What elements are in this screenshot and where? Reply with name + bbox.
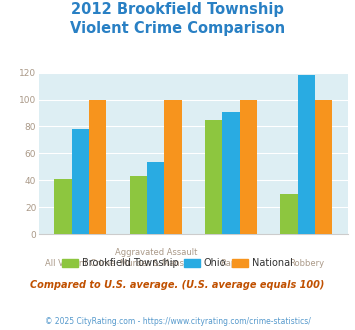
Bar xyxy=(315,100,332,234)
Text: Aggravated Assault: Aggravated Assault xyxy=(115,248,197,257)
Text: Robbery: Robbery xyxy=(289,259,324,268)
Bar xyxy=(130,176,147,234)
Bar xyxy=(205,120,223,234)
Bar xyxy=(240,100,257,234)
Bar xyxy=(223,112,240,234)
Bar xyxy=(147,161,164,234)
Bar xyxy=(164,100,182,234)
Bar xyxy=(89,100,106,234)
Bar xyxy=(72,129,89,234)
Text: All Violent Crime: All Violent Crime xyxy=(45,259,116,268)
Text: Compared to U.S. average. (U.S. average equals 100): Compared to U.S. average. (U.S. average … xyxy=(30,280,325,290)
Text: 2012 Brookfield Township: 2012 Brookfield Township xyxy=(71,2,284,16)
Bar xyxy=(298,75,315,234)
Text: © 2025 CityRating.com - https://www.cityrating.com/crime-statistics/: © 2025 CityRating.com - https://www.city… xyxy=(45,317,310,326)
Text: Murder & Mans...: Murder & Mans... xyxy=(120,259,192,268)
Bar xyxy=(55,179,72,234)
Text: Violent Crime Comparison: Violent Crime Comparison xyxy=(70,21,285,36)
Legend: Brookfield Township, Ohio, National: Brookfield Township, Ohio, National xyxy=(59,254,296,272)
Text: Rape: Rape xyxy=(220,259,242,268)
Bar xyxy=(280,194,298,234)
